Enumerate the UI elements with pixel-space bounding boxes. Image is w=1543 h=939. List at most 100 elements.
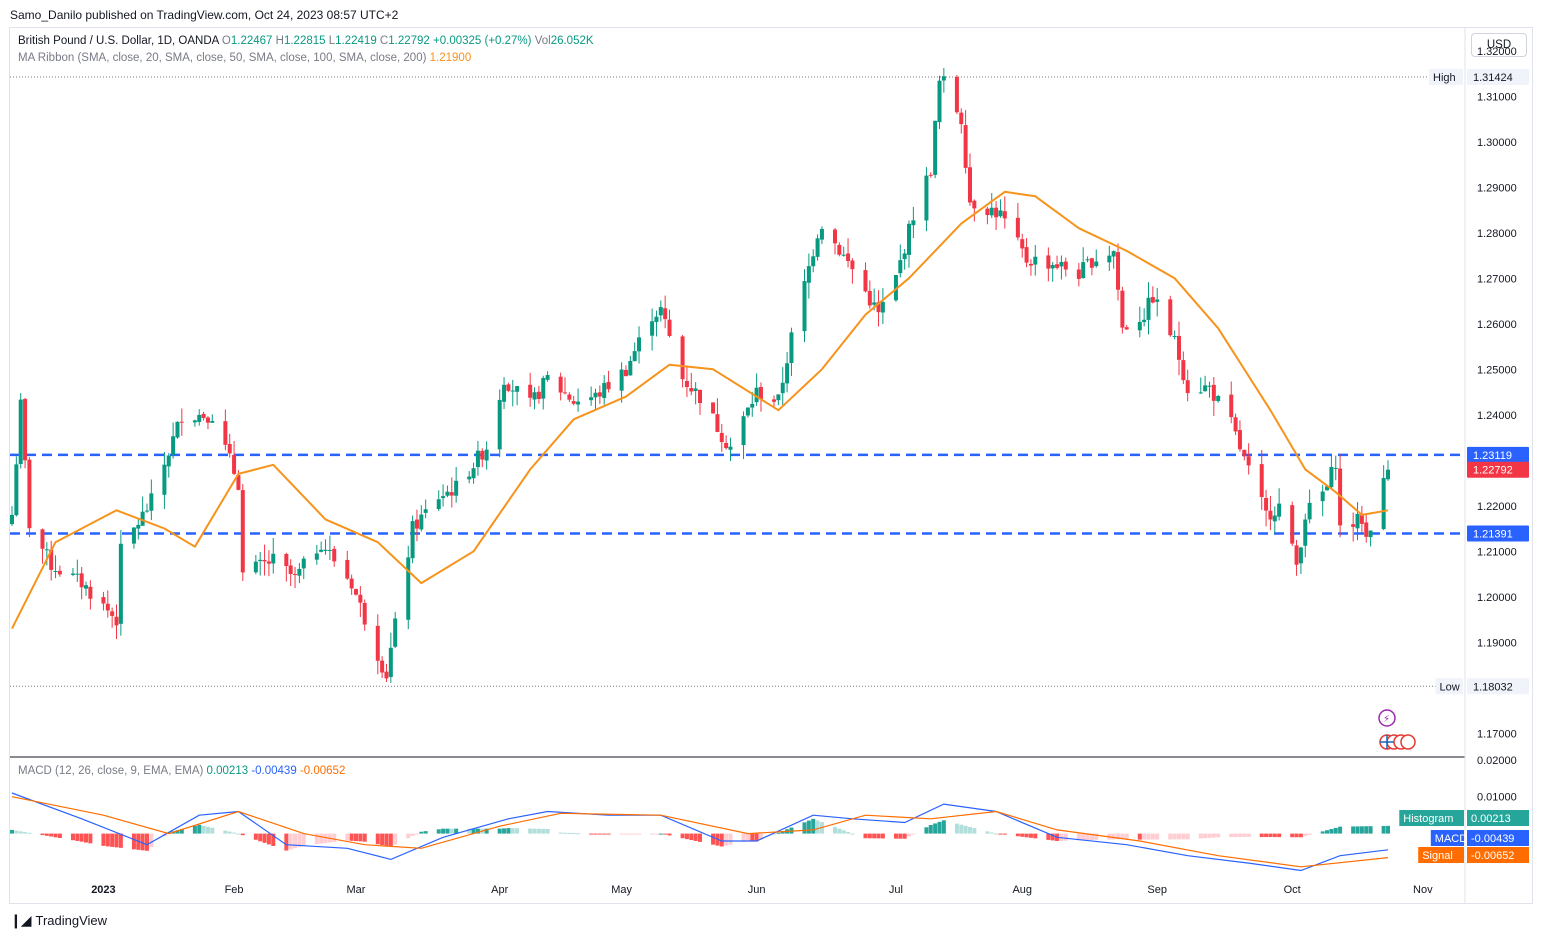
price-tick-label: 1.17000 — [1477, 728, 1517, 740]
macd-histogram-bar — [963, 825, 968, 834]
candle-body — [232, 454, 237, 474]
macd-histogram-bar — [510, 828, 515, 834]
macd-histogram-bar — [846, 831, 851, 834]
candle-body — [741, 416, 746, 446]
macd-histogram-bar — [410, 833, 415, 837]
footer-brand: TradingView — [35, 913, 108, 928]
candle-body — [863, 270, 868, 292]
candle-body — [785, 363, 790, 384]
candle-body — [589, 397, 594, 401]
candle-body — [1368, 530, 1373, 538]
macd-histogram-bar — [1142, 833, 1147, 840]
price-tick-label: 1.29000 — [1477, 182, 1517, 194]
candle-body — [110, 611, 115, 616]
candle-body — [288, 565, 293, 575]
candle-body — [597, 392, 602, 397]
histogram-value-bg — [1467, 810, 1529, 826]
candle-body — [467, 476, 472, 480]
macd-histogram-bar — [711, 833, 716, 845]
macd-histogram-bar — [1272, 833, 1277, 838]
candle-body — [297, 568, 302, 576]
macd-histogram-bar — [406, 833, 411, 839]
candle-body — [571, 401, 576, 404]
macd-histogram-bar — [284, 833, 289, 851]
macd-histogram-bar — [258, 833, 263, 842]
histogram-label-bg — [1399, 810, 1464, 826]
macd-histogram-bar — [175, 830, 180, 834]
macd-histogram-bar — [1015, 833, 1020, 837]
candle-body — [1168, 299, 1173, 336]
close-value: 1.22792 — [388, 35, 430, 47]
lightning-glyph: ⚡ — [1383, 714, 1390, 725]
price-tick-label: 1.26000 — [1477, 319, 1517, 331]
candle-body — [1355, 513, 1360, 529]
macd-histogram-bar — [941, 820, 946, 834]
candle-body — [1181, 360, 1186, 381]
candle-body — [1233, 417, 1238, 432]
currency-button[interactable]: USD — [1471, 33, 1527, 57]
price-tick-label: 1.32000 — [1477, 46, 1517, 58]
macd-legend: MACD (12, 26, close, 9, EMA, EMA) 0.0021… — [18, 765, 345, 777]
histogram-label: Histogram — [1403, 813, 1453, 825]
macd-histogram-bar — [994, 833, 999, 835]
macd-histogram-bar — [354, 833, 358, 842]
candle-body — [1002, 211, 1007, 219]
candle-body — [1185, 380, 1190, 394]
macd-histogram-bar — [724, 833, 729, 846]
low-label: Low — [1440, 681, 1460, 693]
candle-body — [758, 387, 763, 399]
macd-histogram-bar — [1325, 830, 1330, 834]
candle-body — [776, 394, 781, 401]
candle-body — [1216, 395, 1221, 402]
macd-histogram-bar — [867, 833, 872, 839]
candle-body — [240, 490, 245, 573]
candle-body — [27, 459, 32, 529]
macd-histogram-bar — [1024, 833, 1029, 838]
candle-body — [441, 496, 446, 499]
close-label: C — [379, 35, 389, 47]
candle-body — [1333, 467, 1338, 469]
macd-histogram-bar — [57, 833, 62, 838]
macd-histogram-bar — [654, 833, 659, 835]
candle-body — [1116, 252, 1121, 290]
candle-body — [541, 378, 546, 399]
candle-body — [623, 369, 628, 377]
macd-histogram-bar — [632, 833, 637, 835]
candle-body — [563, 392, 568, 394]
candle-body — [1146, 297, 1151, 320]
macd-histogram-bar — [419, 831, 424, 834]
candle-body — [745, 407, 750, 416]
ma-ribbon-line — [11, 190, 1389, 630]
high-value: 1.31424 — [1473, 72, 1513, 84]
signal-value: -0.00652 — [1471, 850, 1514, 862]
macd-histogram-bar — [1033, 833, 1038, 839]
candle-body — [1272, 515, 1277, 522]
candle-body — [1303, 519, 1308, 546]
macd-histogram-bar — [758, 833, 763, 840]
macd-histogram-bar — [898, 833, 903, 839]
macd-histogram-bar — [358, 833, 363, 842]
macd-histogram-bar — [933, 823, 938, 834]
macd-histogram-bar — [1338, 826, 1343, 834]
macd-histogram-bar — [1290, 833, 1295, 838]
candle-body — [898, 260, 903, 274]
candle-body — [789, 332, 794, 364]
candle-body — [689, 388, 694, 392]
macd-histogram-bar — [863, 833, 868, 839]
macd-histogram-bar — [1198, 833, 1203, 839]
candle-body — [1277, 503, 1282, 517]
macd-histogram-bar — [223, 830, 228, 834]
chart-frame — [9, 27, 1533, 904]
candle-body — [989, 207, 994, 216]
macd-histogram-bar — [388, 833, 393, 847]
candle-body — [205, 417, 210, 423]
macd-histogram-bar — [49, 833, 54, 837]
candle-body — [754, 387, 759, 403]
candle-body — [724, 442, 729, 449]
price-tick-label: 1.31000 — [1477, 91, 1517, 103]
candle-body — [10, 515, 14, 525]
macd-histogram-bar — [205, 826, 210, 834]
candle-body — [1242, 449, 1247, 457]
macd-histogram-bar — [1355, 826, 1360, 834]
